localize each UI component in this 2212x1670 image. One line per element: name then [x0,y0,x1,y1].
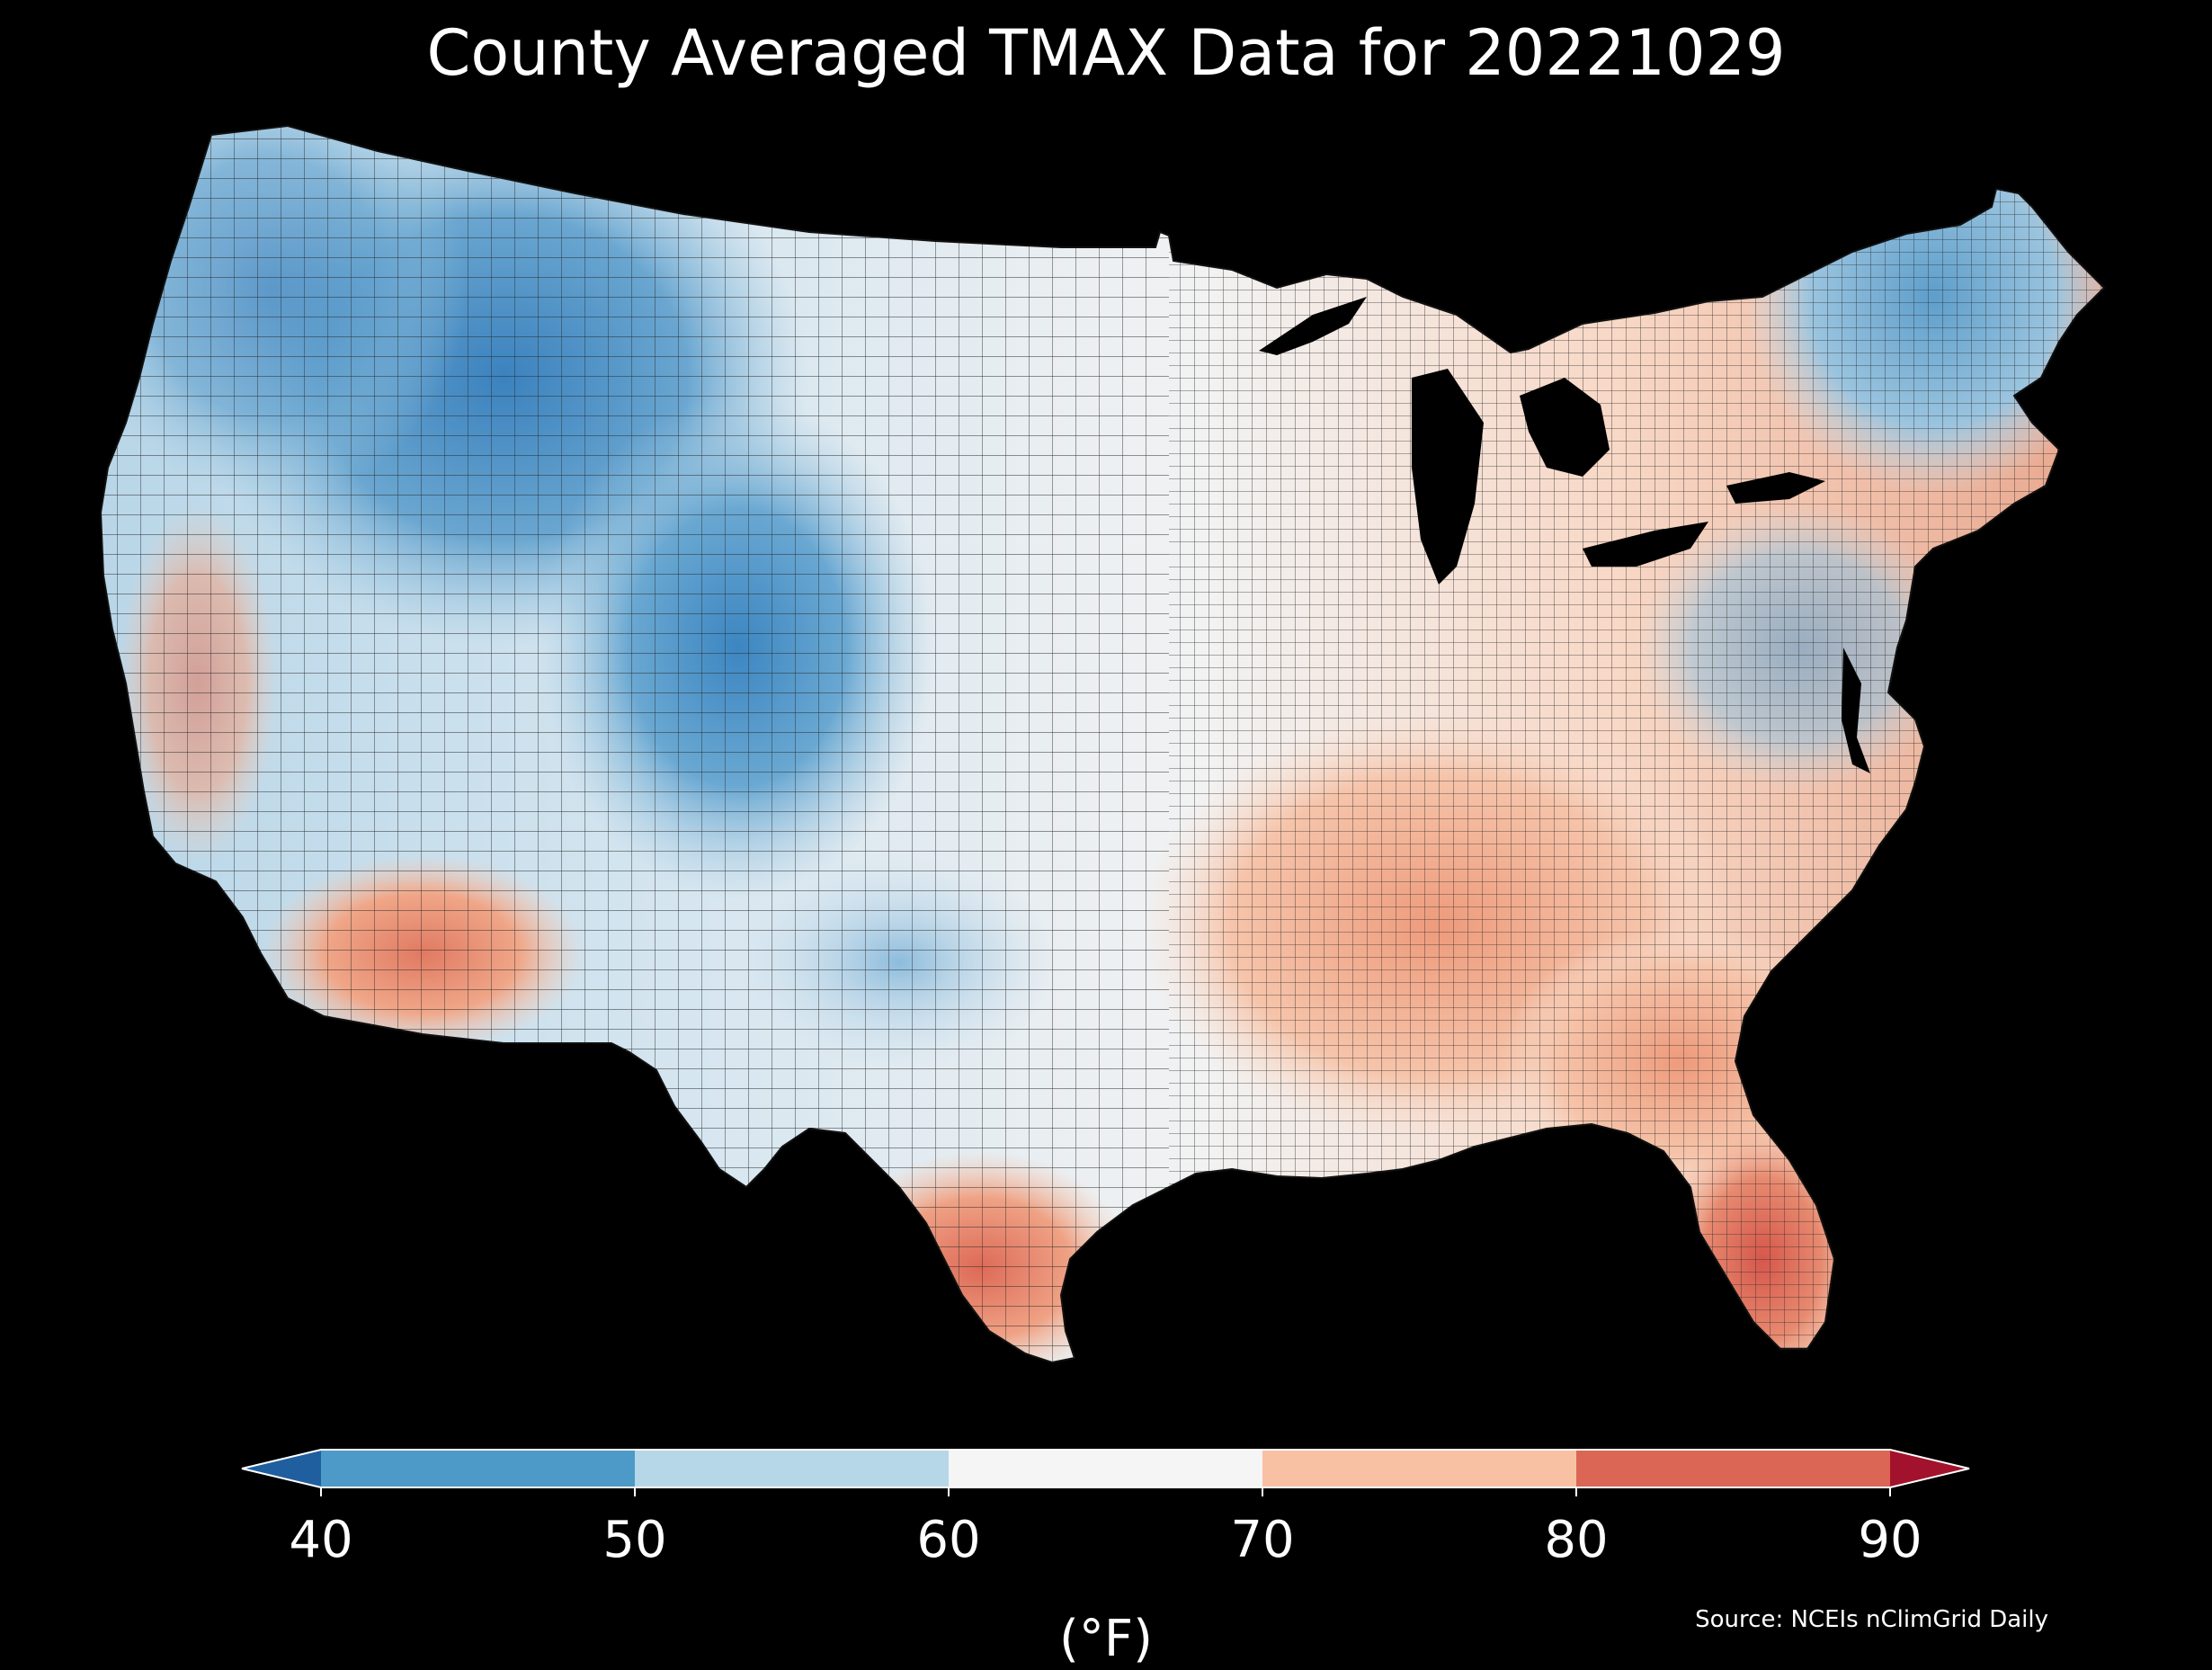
us-county-map-svg [100,125,2105,1363]
source-credit: Source: NCEIs nClimGrid Daily [1695,1606,2048,1633]
colorbar-tick-label: 40 [289,1511,353,1569]
colorbar-bin [635,1450,949,1487]
colorbar-tick-label: 90 [1858,1511,1922,1569]
great-lakes [1259,297,1825,585]
map-title: County Averaged TMAX Data for 20221029 [426,16,1786,90]
colorbar-bin [949,1450,1262,1487]
colorbar-unit-label: (°F) [1059,1610,1153,1668]
colorbar-tick-label: 50 [602,1511,667,1569]
colorbar-tick-label: 60 [916,1511,981,1569]
colorbar-bin [1576,1450,1890,1487]
colorbar-bin [321,1450,635,1487]
chesapeake-bay [1842,647,1870,773]
colorbar-tick-label: 80 [1544,1511,1609,1569]
colorbar-under-arrow [242,1450,321,1487]
colorbar-outline [241,1449,1970,1488]
colorbar-tick-label: 70 [1230,1511,1295,1569]
colorbar-over-arrow [1890,1450,1969,1487]
county-fill-layer [101,126,2104,1362]
colorbar-bin [1262,1450,1576,1487]
choropleth-map [100,125,2105,1363]
